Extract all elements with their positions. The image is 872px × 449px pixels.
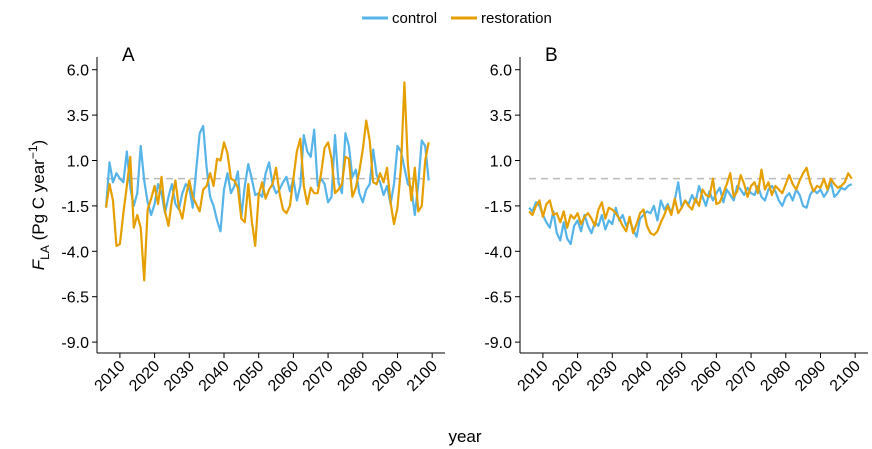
panel-label: B bbox=[545, 45, 558, 66]
y-axis-title-unit: (Pg C year bbox=[29, 159, 48, 245]
legend-label: control bbox=[392, 10, 437, 27]
y-tick-label: -9.0 bbox=[484, 335, 512, 352]
y-tick-label: -1.5 bbox=[61, 199, 89, 216]
x-axis-title: year bbox=[448, 427, 481, 446]
x-tick-label: 2100 bbox=[827, 358, 864, 395]
x-tick-label: 2050 bbox=[230, 358, 267, 395]
y-tick-label: 6.0 bbox=[490, 63, 512, 80]
x-tick-label: 2070 bbox=[300, 358, 337, 395]
x-tick-label: 2080 bbox=[334, 358, 371, 395]
y-tick-label: 6.0 bbox=[67, 63, 89, 80]
x-tick-label: 2030 bbox=[584, 358, 621, 395]
series-line bbox=[104, 81, 430, 282]
x-tick-label: 2090 bbox=[792, 358, 829, 395]
y-tick-label: -4.0 bbox=[484, 244, 512, 261]
x-tick-label: 2020 bbox=[549, 358, 586, 395]
y-tick-label: -4.0 bbox=[61, 244, 89, 261]
y-tick-label: 1.0 bbox=[490, 154, 512, 171]
series-line bbox=[528, 181, 853, 246]
x-tick-label: 2100 bbox=[404, 358, 441, 395]
y-tick-label: 3.5 bbox=[490, 108, 512, 125]
y-tick-label: 1.0 bbox=[67, 154, 89, 171]
y-axis-title-exponent: −1 bbox=[26, 145, 40, 159]
y-tick-label: 3.5 bbox=[67, 108, 89, 125]
x-tick-label: 2070 bbox=[723, 358, 760, 395]
series-line bbox=[528, 166, 853, 237]
legend-label: restoration bbox=[481, 10, 552, 27]
x-tick-label: 2010 bbox=[515, 358, 552, 395]
panel-label: A bbox=[122, 45, 135, 66]
x-tick-label: 2040 bbox=[619, 358, 656, 395]
y-axis-title: FLA (Pg C year−1) bbox=[26, 140, 52, 270]
x-tick-label: 2060 bbox=[265, 358, 302, 395]
x-tick-label: 2060 bbox=[688, 358, 725, 395]
x-tick-label: 2080 bbox=[757, 358, 794, 395]
y-axis-title-close: ) bbox=[29, 140, 48, 146]
x-tick-label: 2020 bbox=[126, 358, 163, 395]
x-tick-label: 2010 bbox=[92, 358, 129, 395]
y-tick-label: -6.5 bbox=[61, 290, 89, 307]
x-tick-label: 2040 bbox=[196, 358, 233, 395]
y-tick-label: -9.0 bbox=[61, 335, 89, 352]
x-tick-label: 2090 bbox=[369, 358, 406, 395]
x-tick-label: 2050 bbox=[653, 358, 690, 395]
y-tick-label: -6.5 bbox=[484, 290, 512, 307]
y-tick-label: -1.5 bbox=[484, 199, 512, 216]
y-axis-title-symbol: F bbox=[29, 258, 48, 270]
y-axis-title-subscript: LA bbox=[38, 245, 52, 260]
x-tick-label: 2030 bbox=[161, 358, 198, 395]
